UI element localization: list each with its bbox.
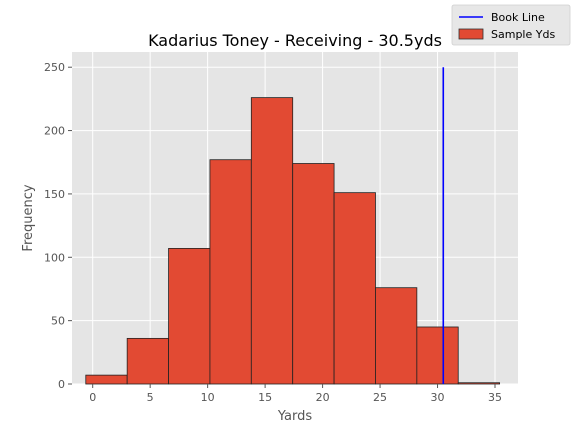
histogram-bar <box>168 248 211 385</box>
histogram-bar <box>375 287 418 385</box>
x-tick-label: 5 <box>147 391 154 404</box>
x-tick-label: 30 <box>431 391 445 404</box>
legend-sample-yds-swatch <box>458 28 484 40</box>
y-axis-label: Frequency <box>21 184 36 251</box>
legend-book-line-label: Book Line <box>491 11 545 24</box>
histogram-bar <box>333 192 376 385</box>
y-tick-label: 250 <box>44 61 65 74</box>
histogram-bar <box>416 326 459 385</box>
y-tick-label: 100 <box>44 251 65 264</box>
y-tick-label: 50 <box>51 315 65 328</box>
y-ticks: 0 50 100 150 200 250 <box>44 61 72 391</box>
legend: Book Line Sample Yds <box>451 4 571 46</box>
x-ticks: 0 5 10 15 20 25 30 35 <box>89 384 502 404</box>
chart-title: Kadarius Toney - Receiving - 30.5yds <box>148 31 442 50</box>
histogram-bar <box>126 337 169 385</box>
x-tick-label: 25 <box>373 391 387 404</box>
x-tick-label: 20 <box>316 391 330 404</box>
bars <box>85 97 501 385</box>
legend-sample-yds-label: Sample Yds <box>491 28 555 41</box>
x-tick-label: 10 <box>201 391 215 404</box>
y-tick-label: 150 <box>44 188 65 201</box>
x-tick-label: 35 <box>488 391 502 404</box>
y-tick-label: 0 <box>58 378 65 391</box>
x-tick-label: 0 <box>89 391 96 404</box>
y-tick-label: 200 <box>44 125 65 138</box>
histogram-bar <box>250 97 294 385</box>
histogram-bar <box>457 382 501 385</box>
histogram-bar <box>292 163 335 385</box>
x-axis-label: Yards <box>277 409 312 424</box>
histogram-bar <box>209 159 252 385</box>
histogram-bar <box>85 374 128 385</box>
x-tick-label: 15 <box>258 391 272 404</box>
